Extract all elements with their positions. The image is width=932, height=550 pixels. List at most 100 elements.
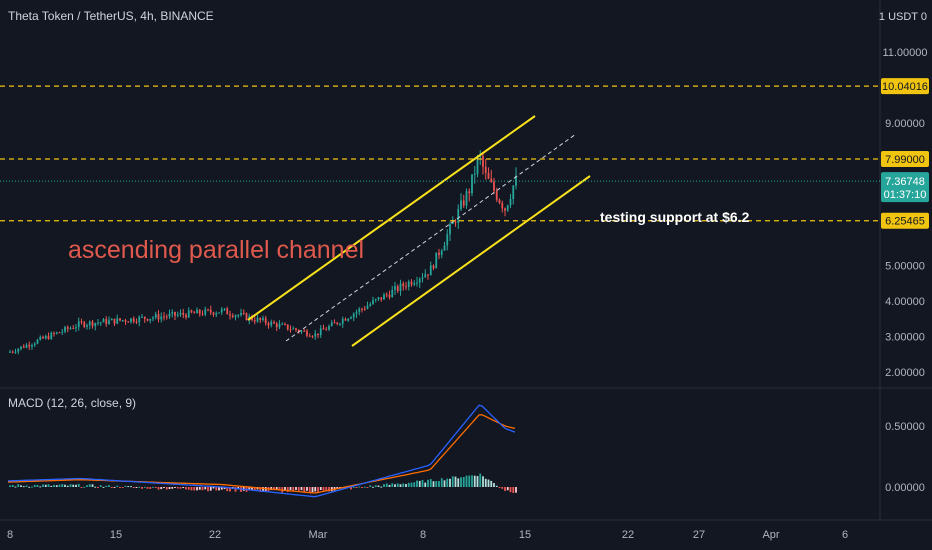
macd-histogram-bar [429,479,432,487]
candle-body [471,174,473,194]
candle-body [132,318,135,322]
candle-body [278,323,281,328]
macd-histogram-bar [116,485,119,487]
candle-body [105,319,108,324]
macd-histogram-bar [135,487,138,488]
macd-histogram-bar [138,486,141,488]
symbol-title[interactable]: Theta Token / TetherUS, 4h, BINANCE [8,9,214,23]
macd-histogram-bar [512,487,515,493]
candle-body [300,330,303,332]
macd-histogram-bar [289,487,292,490]
macd-histogram-bar [127,486,130,488]
macd-histogram-bar [53,484,55,487]
macd-histogram-bar [325,487,328,492]
channel-title-annotation[interactable]: ascending parallel channel [68,236,364,264]
macd-histogram-bar [39,486,42,488]
macd-histogram-bar [295,487,297,490]
macd-histogram-bar [220,487,223,490]
candle-body [325,329,328,331]
candle-body [237,315,240,317]
candle-body [22,346,25,348]
macd-histogram-bar [292,487,295,491]
macd-histogram-bar [278,487,281,491]
candle-body [14,351,17,353]
candle-body [388,294,391,298]
macd-histogram-bar [421,480,424,487]
macd-histogram-bar [306,487,308,491]
macd-histogram-bar [94,486,97,488]
candle-body [9,351,11,353]
macd-histogram-bar [31,486,33,488]
macd-histogram-bar [454,476,457,487]
macd-histogram-bar [146,487,149,489]
candle-body [374,299,377,301]
macd-histogram-bar [424,482,427,487]
macd-signal-line [7,414,516,494]
macd-histogram-bar [328,487,330,492]
macd-histogram-bar [432,481,435,487]
macd-histogram-bar [394,484,396,487]
candle-body [504,208,506,211]
macd-histogram-bar [218,487,220,491]
candle-body [369,303,372,306]
candle-body [72,328,75,330]
macd-histogram-bar [42,484,44,487]
candle-body [25,344,28,348]
macd-histogram-bar [451,476,454,487]
candle-body [350,317,352,319]
macd-histogram-bar [179,487,182,489]
candle-body [421,277,424,279]
candle-body [116,318,119,324]
candle-body [281,323,284,325]
candle-body [264,318,267,324]
candle-body [286,324,289,330]
candle-body [108,320,110,324]
macd-histogram-bar [273,487,275,491]
candle-body [185,314,187,318]
candle-body [256,317,259,322]
candle-body [204,309,207,315]
candle-body [435,252,438,269]
candle-body [226,308,229,315]
candle-body [358,308,361,312]
macd-histogram-bar [215,487,218,491]
candle-body [490,178,493,182]
candle-body [391,289,394,298]
candle-body [270,321,273,326]
candle-body [361,308,363,310]
macd-histogram-bar [105,485,108,487]
macd-histogram-bar [99,485,102,487]
candle-body [308,335,311,337]
candle-body [174,311,176,316]
candle-body [259,317,262,321]
macd-histogram-bar [157,487,160,490]
channel-lower-line [351,175,591,347]
macd-histogram-bar [446,478,449,487]
candle-body [36,339,39,344]
macd-histogram-bar [284,487,286,491]
current-price-tag [881,172,929,203]
macd-histogram-bar [86,485,88,487]
macd-histogram-bar [308,487,311,494]
horizontal-levels[interactable] [0,85,880,222]
macd-histogram-bar [435,481,438,487]
macd-histogram-bar [61,484,64,487]
candle-body [83,322,86,327]
currency-menu[interactable]: 1 USDT 0 [879,11,927,23]
candle-body [484,166,487,173]
macd-histogram-bar [361,487,363,488]
price-tick-label: 5.00000 [885,260,925,272]
candle-body [42,336,44,339]
candle-body [88,321,91,326]
candle-body [135,321,138,323]
candlestick-series [9,150,517,355]
macd-histogram-bar [482,476,484,487]
support-note-annotation[interactable]: testing support at $6.2 [600,209,750,225]
channel-drawing[interactable] [247,115,591,347]
macd-histogram-bar [69,484,72,487]
macd-histogram-bar [476,476,479,487]
candle-body [31,345,33,347]
candle-body [432,265,435,269]
macd-indicator-label[interactable]: MACD (12, 26, close, 9) [8,396,137,410]
